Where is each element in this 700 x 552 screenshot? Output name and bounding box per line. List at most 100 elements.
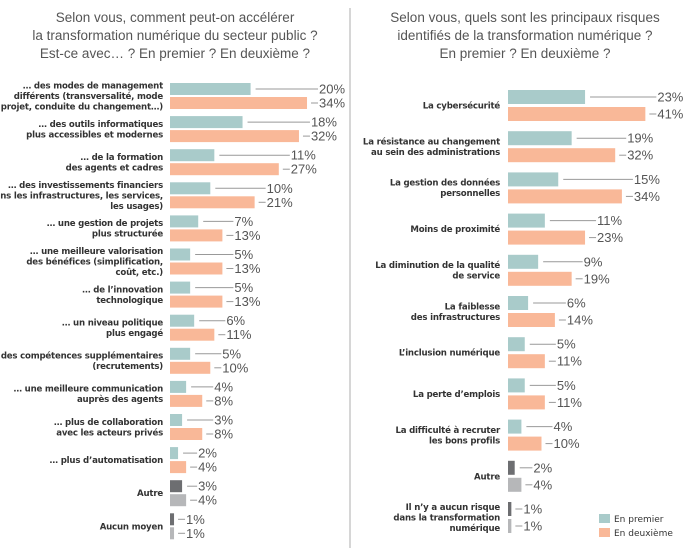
category-label: Autre [137,489,163,499]
value-label: 32% [311,129,337,144]
category-label: (recrutements) [92,362,163,372]
bar-first [508,213,545,228]
bar-second [508,230,586,245]
category-label: les usages) [110,202,163,212]
value-label: 5% [234,280,253,295]
bar-first [508,378,525,393]
value-label: 13% [234,228,260,243]
legend: En premier En deuxième [599,514,673,539]
category-group: L’inclusion numérique 5% 11% [399,337,583,369]
category-group: Moins de proximité 11% 23% [410,213,623,245]
category-group: La cybersécurité 23% 41% [423,90,684,122]
legend-swatch-first [599,514,610,523]
value-label: 11% [226,327,251,342]
value-label: 13% [234,261,260,276]
category-label: … des outils informatiques [38,120,163,130]
category-label: dans la transformation [393,514,500,524]
value-label: 34% [634,189,660,204]
category-label: des infrastructures [411,313,500,323]
category-label: … de la formation [80,153,163,163]
category-label: coût, etc.) [115,268,163,278]
category-label: La cybersécurité [423,101,501,112]
bar-first [508,337,525,352]
value-label: 27% [291,162,317,177]
value-label: 11% [557,395,582,410]
value-label: 10% [554,436,580,451]
chart-title-line: identifiés de la transformation numériqu… [397,28,652,43]
value-label: 19% [627,131,653,146]
legend-label-first: En premier [614,515,664,525]
category-label: … des compétences supplémentaires [0,351,163,362]
chart-2: Selon vous, quels sont les principaux ri… [363,10,684,534]
value-label: 5% [222,346,241,361]
category-label: La diminution de la qualité [375,260,500,271]
bar-second [170,394,203,407]
category-label: numérique [449,523,500,534]
category-label: (dans les infrastructures, les services, [0,191,163,201]
value-label: 21% [267,195,293,210]
chart-title-line: En premier ? En deuxième ? [439,46,610,61]
bar-second [508,354,545,369]
category-group: Autre 3%4% [137,479,217,508]
value-label: 4% [554,419,573,434]
value-label: 1% [523,519,542,534]
category-group: … des compétences supplémentaires(recrut… [0,346,249,375]
value-label: 13% [234,294,260,309]
value-label: 11% [291,148,316,163]
bar-first [170,116,243,129]
category-label: … une meilleure communication [13,385,163,395]
chart-title-line: la transformation numérique du secteur p… [32,28,317,43]
value-label: 11% [557,354,582,369]
value-label: 20% [319,82,345,97]
bar-second [508,271,572,286]
bar-first [170,248,191,261]
value-label: 4% [198,493,217,508]
category-label: Autre [474,472,500,482]
bar-second [170,130,299,143]
bar-second [170,328,215,341]
bar-second [508,477,522,492]
bar-first [170,83,251,95]
category-label: … des investissements financiers [8,181,163,191]
category-label: … une meilleure valorisation [30,247,163,257]
category-label: L’inclusion numérique [399,348,501,359]
bar-first [170,215,199,228]
category-label: plus structurée [92,229,163,240]
value-label: 5% [234,247,253,262]
category-label: … plus de collaboration [54,418,163,428]
category-label: les bons profils [429,436,500,446]
bar-second [508,313,555,327]
category-group: Autre 2% 4% [474,460,553,492]
category-label: des agents et cadres [66,163,163,173]
category-label: différents (transversalité, mode [14,91,164,102]
bar-first [508,131,572,146]
value-label: 15% [634,172,660,187]
bar-second [170,97,308,109]
bar-first [170,380,187,393]
bar-second [508,519,512,533]
value-label: 3% [214,413,233,428]
category-label: Aucun moyen [100,522,163,532]
category-label: La résistance au changement [363,136,500,147]
value-label: 4% [214,379,233,394]
value-label: 4% [533,477,552,492]
category-label: des bénéfices (simplification, [26,257,163,268]
category-label: avec les acteurs privés [56,427,163,438]
category-label: personnelles [440,189,500,199]
value-label: 5% [557,378,576,393]
category-group: … plus d’automatisation 2%4% [50,446,218,475]
category-label: … de l’innovation [82,285,163,295]
category-label: … une gestion de projets [47,219,163,229]
category-label: La difficulté à recruter [395,425,501,436]
category-label: La faiblesse [445,302,501,312]
bar-second [170,196,255,209]
